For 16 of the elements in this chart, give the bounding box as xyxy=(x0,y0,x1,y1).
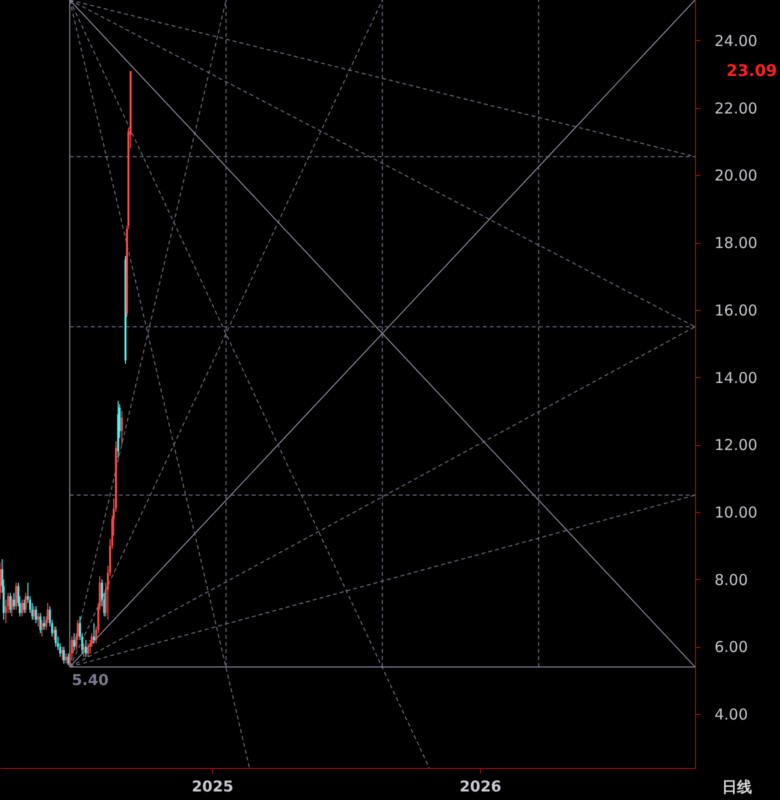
annotation: 5.40 xyxy=(72,670,109,689)
y-tick-label: 16.00 xyxy=(714,301,758,320)
y-tick-label: 14.00 xyxy=(714,368,758,387)
y-tick-label: 18.00 xyxy=(714,234,758,252)
y-tick-label: 6.00 xyxy=(714,638,748,656)
y-tick-label: 22.00 xyxy=(714,99,758,118)
y-tick-label: 10.00 xyxy=(714,504,758,522)
text: 日线 xyxy=(722,778,752,796)
text: 23.09 xyxy=(726,61,777,80)
y-tick-label: 4.00 xyxy=(714,706,748,724)
x-tick-label: 2025 xyxy=(192,778,234,796)
y-tick-label: 12.00 xyxy=(714,436,758,454)
x-tick-label: 2026 xyxy=(460,778,502,796)
y-tick-label: 24.00 xyxy=(714,32,758,50)
y-tick-label: 8.00 xyxy=(714,570,748,589)
y-tick-label: 20.00 xyxy=(714,166,758,185)
